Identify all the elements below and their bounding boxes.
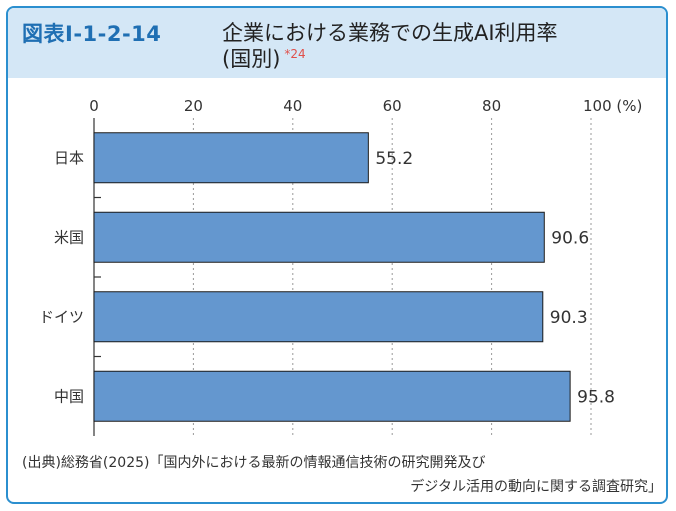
- category-label: 日本: [54, 149, 84, 167]
- figure-title: 企業における業務での生成AI利用率: [222, 21, 558, 45]
- x-tick-label: 60: [383, 97, 402, 115]
- figure-subtitle: (国別) *24: [222, 43, 306, 73]
- x-tick-label: 80: [482, 97, 501, 115]
- value-label: 55.2: [375, 149, 413, 169]
- value-label: 90.3: [550, 308, 588, 328]
- value-label: 95.8: [577, 387, 615, 407]
- x-tick-label: 20: [184, 97, 203, 115]
- value-label: 90.6: [551, 228, 589, 248]
- source-line-1: (出典)総務省(2025)「国内外における最新の情報通信技術の研究開発及び: [22, 455, 486, 471]
- source-citation: (出典)総務省(2025)「国内外における最新の情報通信技術の研究開発及び デジ…: [22, 451, 662, 499]
- x-tick-label: 0: [89, 97, 99, 115]
- category-label: 中国: [54, 387, 84, 405]
- bar: [93, 370, 571, 422]
- figure-subtitle-text: (国別): [222, 47, 281, 71]
- category-label: ドイツ: [39, 308, 84, 326]
- category-label: 米国: [54, 228, 84, 246]
- bar: [93, 132, 369, 184]
- bar: [93, 211, 545, 263]
- x-tick-label: 100 (%): [583, 97, 642, 115]
- x-tick-label: 40: [283, 97, 302, 115]
- footnote-marker: *24: [284, 47, 306, 61]
- figure-header: [8, 8, 666, 78]
- source-line-2: デジタル活用の動向に関する調査研究」: [410, 479, 662, 495]
- bar: [93, 291, 544, 343]
- figure-number: 図表Ⅰ-1-2-14: [22, 22, 162, 46]
